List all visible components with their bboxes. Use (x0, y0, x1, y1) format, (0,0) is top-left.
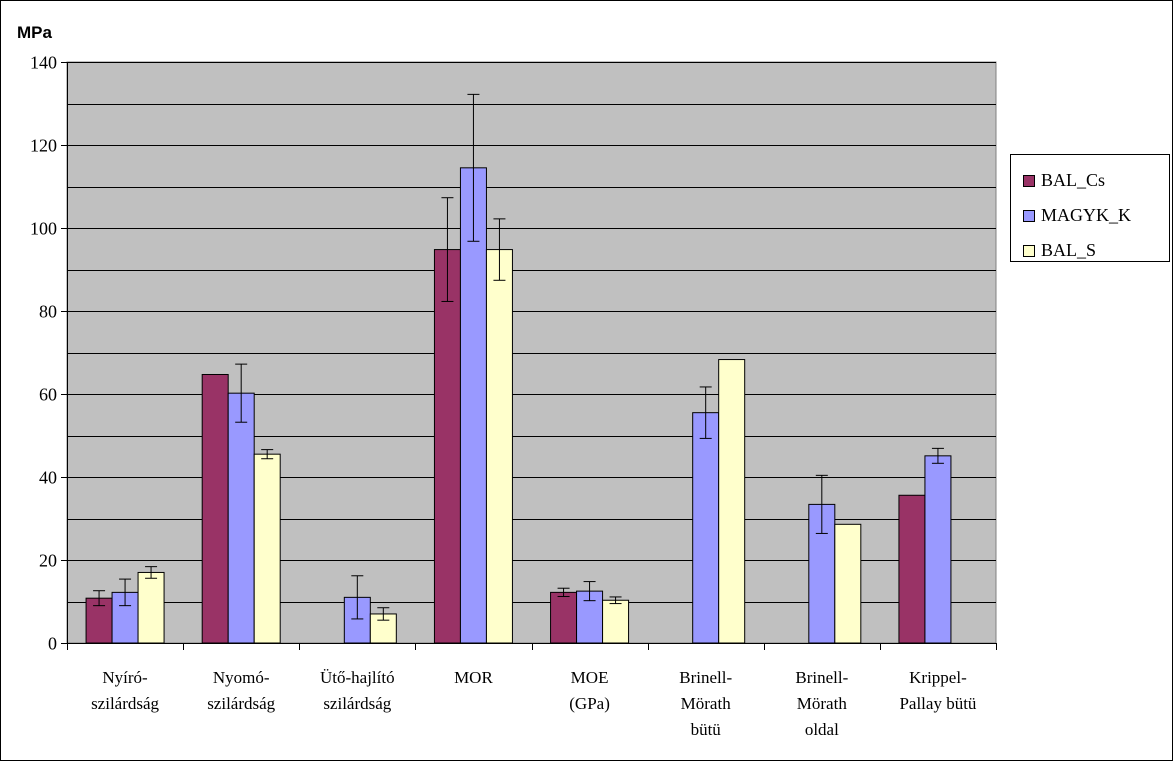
category-label: Brinell- Mörath oldal (795, 668, 848, 739)
category-label-line: MOR (454, 668, 493, 687)
bar (137, 571, 165, 644)
y-tick-label: 100 (30, 219, 57, 239)
category-label: Krippel- Pallay bütü (899, 668, 976, 713)
bar (433, 249, 461, 644)
category-label-line: szilárdság (207, 694, 275, 713)
legend-label-magyk-k: MAGYK_K (1041, 205, 1131, 225)
category-label: MOE (GPa) (569, 668, 610, 713)
category-label-line: Brinell- (795, 668, 848, 687)
y-tick-label: 60 (39, 385, 57, 405)
legend-swatch-magyk-k (1023, 209, 1035, 222)
bar (718, 359, 746, 644)
y-tick-label: 140 (30, 53, 57, 73)
category-label-line: Krippel- (909, 668, 967, 687)
bar (834, 523, 862, 644)
category-label-line: Mörath (797, 694, 848, 713)
category-label-line: Pallay bütü (899, 694, 976, 713)
legend-label-bal-cs: BAL_Cs (1041, 170, 1106, 190)
category-label-line: Ütő-hajlító (320, 668, 395, 687)
bar (924, 455, 952, 644)
legend-item-bal-s: BAL_S (1023, 237, 1169, 264)
legend-item-bal-cs: BAL_Cs (1023, 167, 1169, 194)
y-tick-label: 120 (30, 136, 57, 156)
bar (201, 373, 229, 644)
y-tick-label: 0 (48, 634, 57, 654)
category-label: Nyíró-szilárdság (91, 668, 159, 713)
category-label: Brinell- Mörath bütü (679, 668, 732, 739)
bar (602, 599, 630, 644)
category-label-line: bütü (691, 720, 722, 739)
category-label: Ütő-hajlító szilárdság (320, 668, 395, 713)
category-label-line: MOE (571, 668, 609, 687)
y-tick-label: 20 (39, 551, 57, 571)
y-tick-label: 80 (39, 302, 57, 322)
category-label-line: (GPa) (569, 694, 610, 713)
y-tick-label: 40 (39, 468, 57, 488)
bar (227, 392, 255, 644)
legend-swatch-bal-s (1023, 244, 1035, 257)
legend-swatch-bal-cs (1023, 174, 1035, 187)
category-label-line: Brinell- (679, 668, 732, 687)
legend-item-magyk-k: MAGYK_K (1023, 202, 1169, 229)
category-label: Nyomó-szilárdság (207, 668, 275, 713)
category-label-line: Nyomó- (213, 668, 270, 687)
bar (253, 453, 281, 644)
category-label: MOR (454, 668, 493, 687)
category-label-line: szilárdság (323, 694, 391, 713)
y-axis-unit-label: MPa (17, 23, 52, 42)
category-label-line: szilárdság (91, 694, 159, 713)
category-label-line: Nyíró- (102, 668, 148, 687)
category-label-line: oldal (805, 720, 839, 739)
bar (550, 591, 578, 644)
legend-label-bal-s: BAL_S (1041, 240, 1097, 260)
bar (692, 412, 720, 644)
legend: BAL_Cs MAGYK_K BAL_S (1010, 154, 1170, 262)
bar (459, 167, 487, 644)
bar (898, 494, 926, 644)
bar (485, 249, 513, 644)
category-label-line: Mörath (681, 694, 732, 713)
